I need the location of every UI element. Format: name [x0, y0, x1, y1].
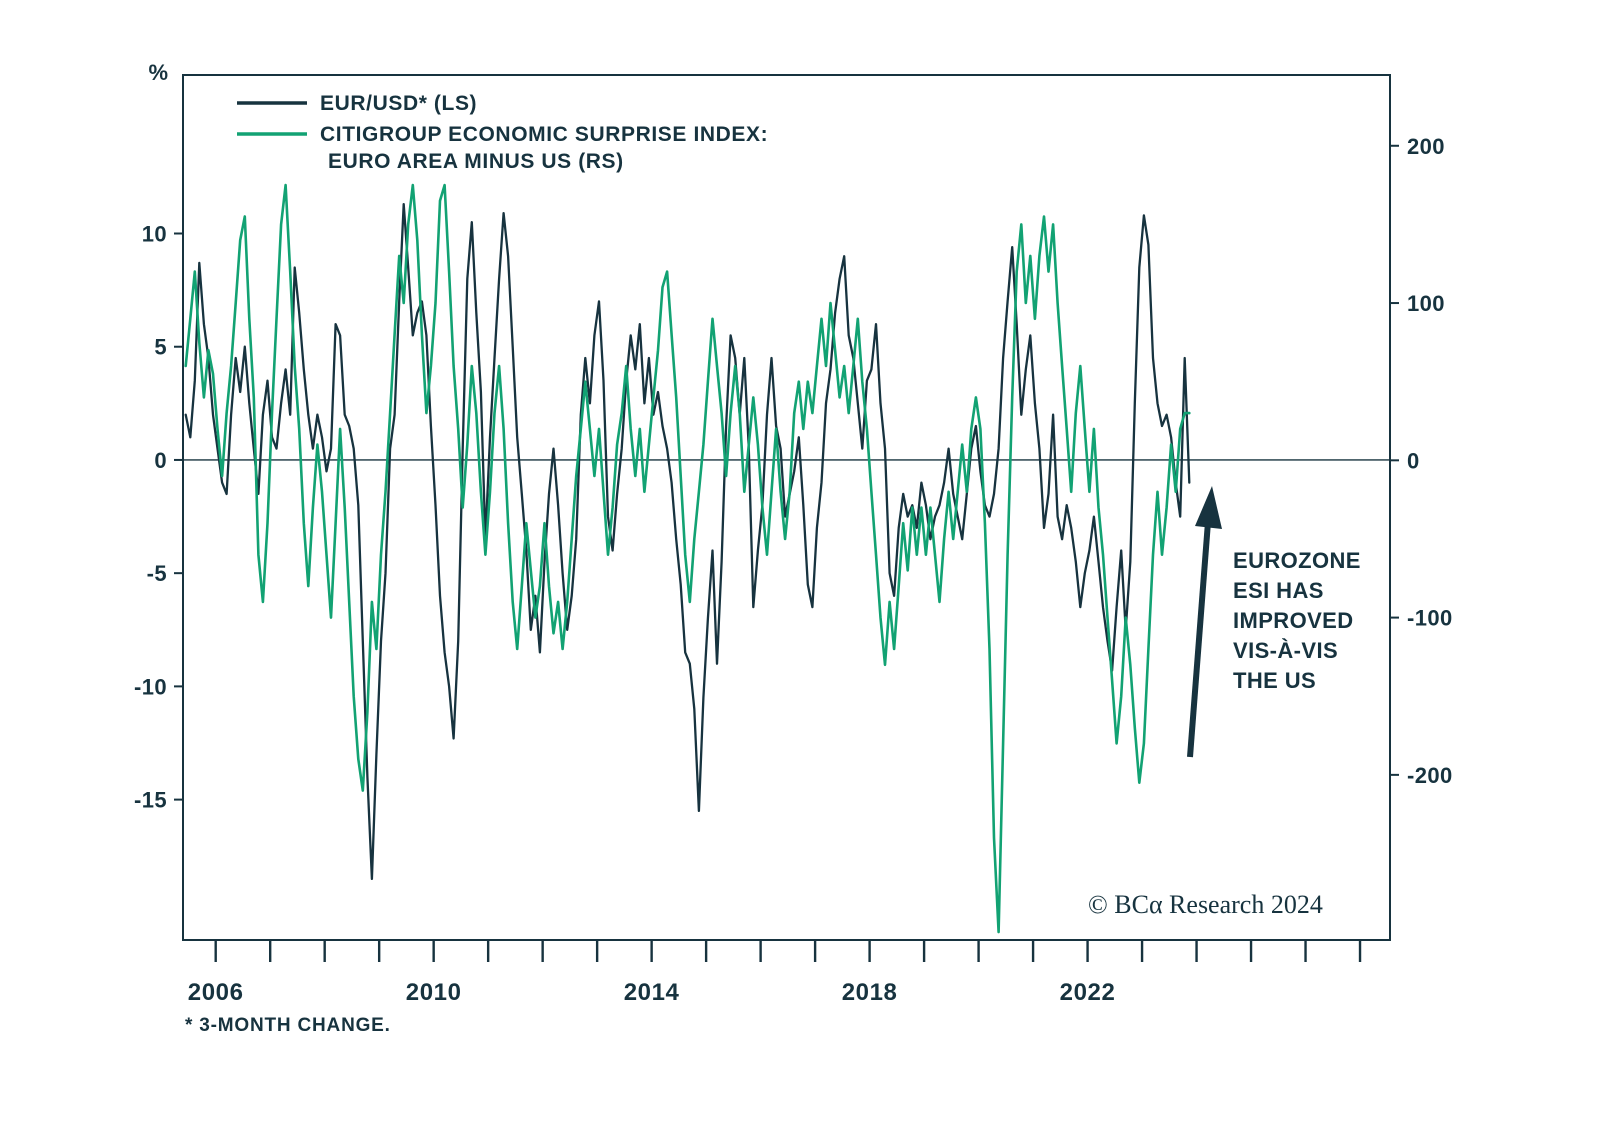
left-axis-tick-label: -5: [147, 561, 167, 586]
left-axis-tick-label: -15: [134, 788, 167, 813]
right-axis-tick-label: -200: [1407, 763, 1453, 788]
right-axis-tick-label: 0: [1407, 448, 1420, 473]
legend: EUR/USD* (LS) CITIGROUP ECONOMIC SURPRIS…: [237, 92, 768, 173]
plot-area: 10 5 0 -5 -10 -15 200 100 0 -100 -200 2006 2010 2014 2…: [134, 74, 1453, 1006]
legend-label-esi-line2: EURO AREA MINUS US (RS): [328, 150, 624, 173]
x-axis-year-label: 2018: [842, 979, 898, 1006]
left-axis-tick-label: 10: [142, 222, 167, 247]
x-axis-year-label: 2022: [1060, 979, 1116, 1006]
left-axis-tick-label: 5: [154, 335, 167, 360]
left-axis-tick-label: -10: [134, 674, 167, 699]
copyright-bca-research: © BCα Research 2024: [1088, 890, 1323, 919]
left-axis-tick-label: 0: [154, 448, 167, 473]
x-axis-year-label: 2014: [624, 979, 680, 1006]
plot-border: [182, 74, 1391, 941]
footnote-3-month-change: * 3-MONTH CHANGE.: [185, 1015, 391, 1036]
annotation-eurozone-esi: EUROZONE ESI HAS IMPROVED VIS-À-VIS THE US: [1233, 548, 1361, 693]
x-axis-year-label: 2010: [406, 979, 462, 1006]
esi-line: [184, 183, 1191, 934]
x-axis-year-label: 2006: [188, 979, 244, 1006]
legend-label-eurusd: EUR/USD* (LS): [320, 92, 477, 115]
trend-arrow: [1187, 486, 1222, 758]
right-axis-tick-label: 200: [1407, 134, 1445, 159]
legend-label-esi-line1: CITIGROUP ECONOMIC SURPRISE INDEX:: [320, 123, 768, 146]
left-axis-unit-label: %: [148, 60, 168, 85]
eurusd-line: [184, 202, 1191, 881]
right-axis-tick-label: 100: [1407, 291, 1445, 316]
right-axis-tick-label: -100: [1407, 606, 1453, 631]
